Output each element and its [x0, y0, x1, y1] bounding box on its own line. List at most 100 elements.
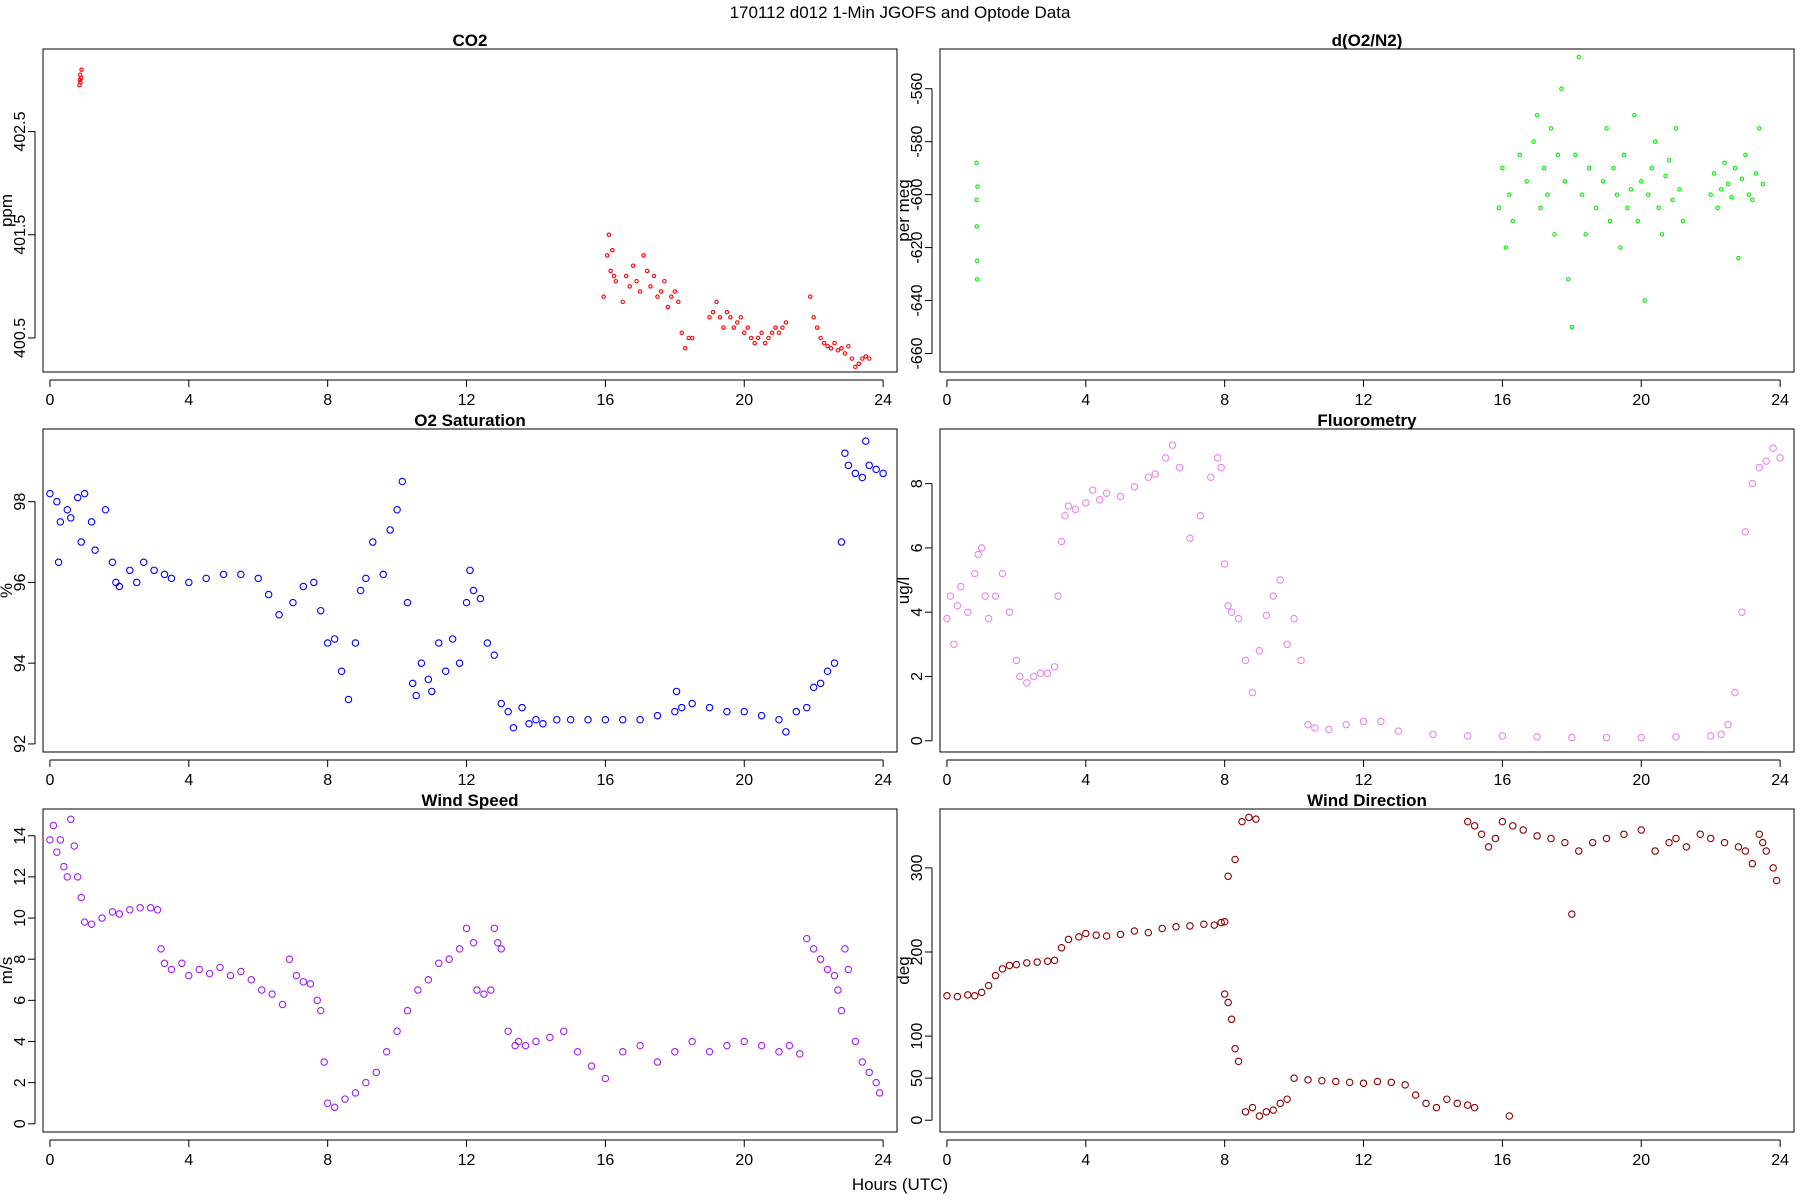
- data-point: [49, 821, 58, 830]
- series-points: [943, 441, 1784, 742]
- data-point: [46, 836, 54, 844]
- data-point: [1711, 171, 1717, 176]
- data-point: [146, 904, 155, 912]
- data-point: [842, 351, 848, 356]
- data-point: [351, 1089, 360, 1097]
- data-point: [1227, 608, 1236, 616]
- x-tick-label: 8: [323, 392, 332, 409]
- data-point: [717, 315, 723, 320]
- data-point: [1569, 324, 1575, 330]
- data-point: [386, 526, 394, 534]
- data-point: [943, 614, 951, 623]
- data-point: [672, 687, 681, 696]
- data-point: [1172, 923, 1180, 931]
- data-point: [150, 566, 158, 575]
- data-point: [752, 340, 757, 346]
- data-point: [473, 986, 481, 994]
- data-point: [1252, 815, 1260, 823]
- data-point: [807, 294, 813, 299]
- x-tick-label: 0: [45, 392, 54, 409]
- data-point: [441, 667, 450, 675]
- data-point: [1255, 647, 1264, 655]
- data-point: [1050, 663, 1059, 671]
- data-point: [1614, 192, 1620, 197]
- chart-wdir: Wind Direction deg 0 4 8 12 16 20 24 0 50 100 200 300: [894, 791, 1795, 1169]
- data-point: [1234, 614, 1243, 623]
- data-point: [1231, 1044, 1239, 1053]
- data-point: [532, 1037, 540, 1046]
- plot-frame: [939, 808, 1795, 1133]
- data-point: [1496, 205, 1502, 211]
- data-point: [769, 330, 775, 336]
- data-point: [1762, 457, 1770, 465]
- data-point: [1036, 669, 1045, 678]
- data-point: [665, 304, 671, 310]
- data-point: [1443, 1095, 1451, 1103]
- data-point: [1545, 192, 1550, 197]
- data-point: [1043, 669, 1052, 678]
- y-tick-label: 10: [12, 909, 29, 927]
- data-point: [1213, 454, 1222, 462]
- data-point: [1245, 813, 1253, 822]
- data-point: [1200, 920, 1208, 928]
- data-point: [1332, 1077, 1340, 1086]
- series-points: [77, 67, 872, 370]
- data-point: [1057, 944, 1066, 952]
- plot-frame: [42, 48, 898, 373]
- data-point: [1541, 165, 1547, 171]
- data-point: [1227, 1015, 1236, 1024]
- data-point: [828, 346, 834, 351]
- data-point: [1680, 218, 1686, 224]
- y-tick-label: 2: [12, 1078, 29, 1087]
- data-point: [1005, 961, 1014, 970]
- data-point: [108, 908, 117, 916]
- data-point: [67, 815, 75, 824]
- data-point: [1620, 830, 1628, 838]
- data-point: [1248, 1103, 1257, 1112]
- data-point: [977, 988, 986, 997]
- data-point: [1470, 1103, 1479, 1112]
- y-tick-label: -600: [909, 179, 926, 211]
- data-point: [970, 991, 979, 1000]
- data-point: [782, 728, 790, 736]
- data-point: [1130, 483, 1139, 491]
- data-point: [112, 578, 120, 587]
- data-point: [755, 335, 761, 341]
- data-point: [766, 335, 771, 341]
- data-point: [1706, 834, 1715, 843]
- data-point: [1637, 826, 1646, 834]
- data-point: [1672, 834, 1680, 843]
- data-point: [132, 578, 141, 587]
- data-point: [1741, 847, 1750, 855]
- data-point: [1043, 957, 1052, 965]
- data-point: [136, 904, 144, 912]
- data-point: [671, 1048, 679, 1056]
- data-point: [56, 518, 65, 526]
- data-point: [830, 971, 839, 980]
- data-point: [1717, 730, 1725, 739]
- data-point: [618, 715, 627, 724]
- data-point: [1283, 1095, 1291, 1103]
- x-tick-label: 20: [1632, 392, 1650, 409]
- data-point: [1325, 725, 1333, 734]
- data-point: [98, 914, 106, 922]
- data-point: [1477, 830, 1486, 838]
- y-tick-label: 100: [909, 1023, 926, 1050]
- data-point: [1401, 1081, 1409, 1089]
- data-point: [974, 550, 982, 559]
- data-point: [1429, 730, 1437, 739]
- data-point: [1670, 197, 1675, 203]
- data-point: [1575, 847, 1583, 855]
- data-point: [1738, 608, 1746, 616]
- data-point: [816, 955, 825, 963]
- figure-title: 170112 d012 1-Min JGOFS and Optode Data: [730, 3, 1071, 22]
- data-point: [514, 1037, 523, 1046]
- data-point: [1311, 724, 1319, 732]
- data-point: [1151, 470, 1159, 478]
- data-point: [802, 703, 811, 712]
- data-point: [627, 284, 632, 289]
- data-point: [1503, 245, 1509, 250]
- y-axis-label: ppm: [0, 194, 16, 227]
- data-point: [1759, 838, 1767, 847]
- data-point: [216, 963, 224, 972]
